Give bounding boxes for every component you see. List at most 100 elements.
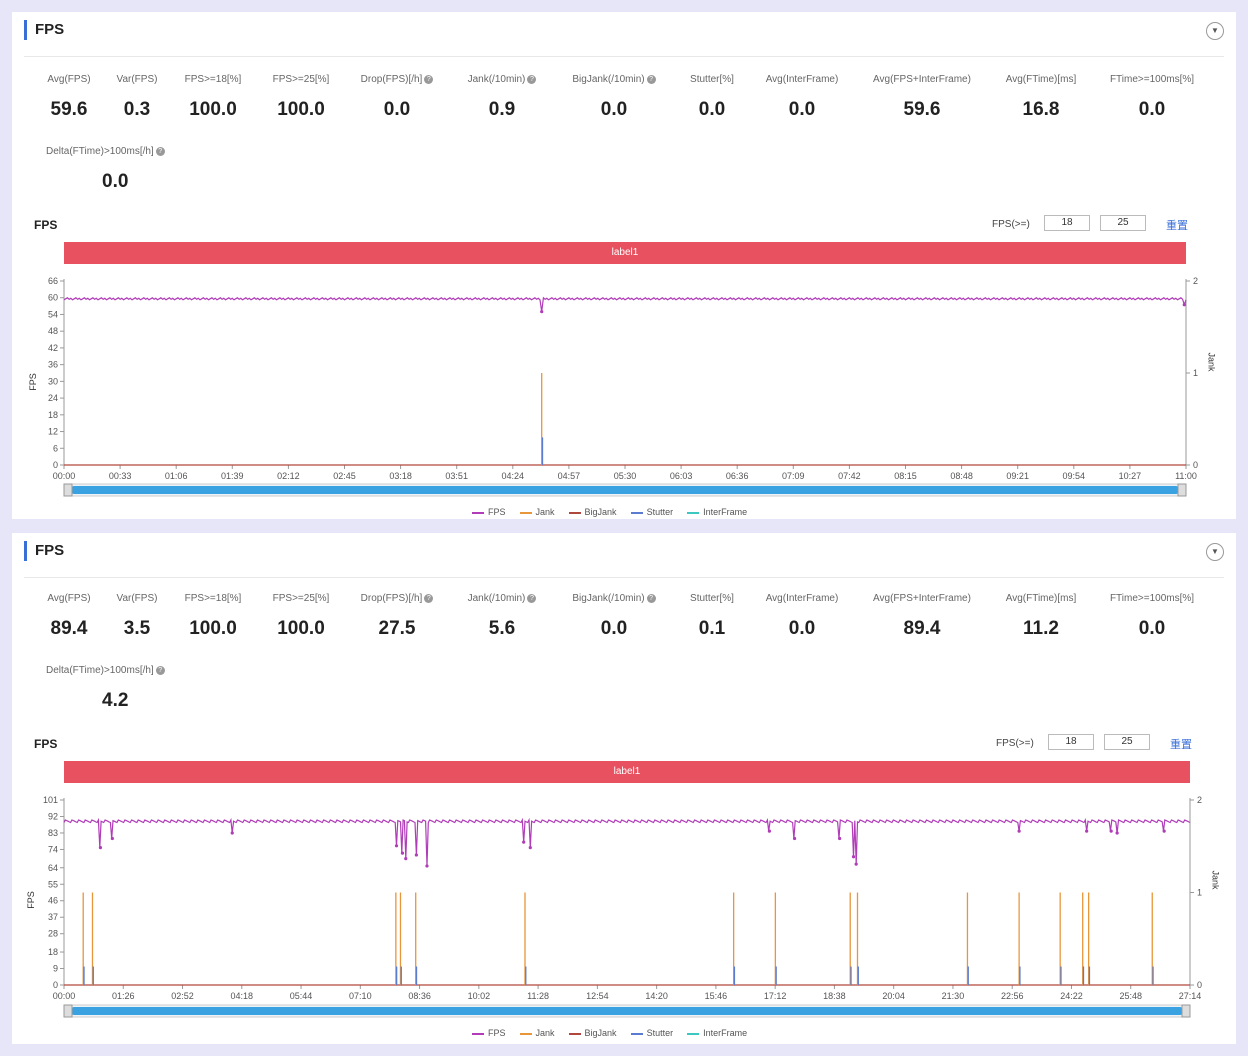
scroll-handle-right[interactable] xyxy=(1177,483,1187,497)
fps-dip-point xyxy=(425,864,429,868)
y-tick-label: 9 xyxy=(53,964,58,974)
metric-value: 100.0 xyxy=(277,99,325,120)
legend-item[interactable]: Stutter xyxy=(630,507,673,517)
legend-swatch xyxy=(568,511,581,514)
reset-button[interactable]: 重置 xyxy=(1166,220,1188,232)
x-tick-label: 02:45 xyxy=(333,471,356,481)
legend-item[interactable]: Jank xyxy=(519,1028,555,1038)
legend-item[interactable]: FPS xyxy=(472,507,506,517)
metric-value: 89.4 xyxy=(50,618,88,639)
metric-item: Avg(FTime)[ms] 11.2 xyxy=(981,593,1101,640)
help-icon[interactable]: ? xyxy=(424,74,434,84)
help-icon[interactable]: ? xyxy=(155,665,165,675)
y-tick-label: 83 xyxy=(48,828,58,838)
x-tick-label: 20:04 xyxy=(882,991,905,1001)
help-icon[interactable]: ? xyxy=(424,593,434,603)
x-tick-label: 00:00 xyxy=(53,471,76,481)
divider xyxy=(24,577,1224,578)
fps-threshold-input-2[interactable]: 25 xyxy=(1100,215,1146,231)
fps-dip-point xyxy=(540,310,544,314)
scrollbar-thumb[interactable] xyxy=(72,486,1178,494)
legend-item[interactable]: BigJank xyxy=(568,507,617,517)
metric-label: Jank(/10min)? xyxy=(442,593,562,604)
fps-threshold-input-1[interactable]: 18 xyxy=(1048,734,1094,750)
legend-label: Jank xyxy=(535,1028,555,1038)
legend-item[interactable]: BigJank xyxy=(568,1028,617,1038)
x-tick-label: 08:36 xyxy=(408,991,431,1001)
metric-label: Avg(FPS+InterFrame) xyxy=(862,593,982,604)
y-tick-label: 42 xyxy=(48,343,58,353)
x-tick-label: 09:21 xyxy=(1006,471,1029,481)
metric-label: Delta(FTime)>100ms[/h] xyxy=(46,146,154,157)
y-tick-label: 48 xyxy=(48,326,58,336)
metric-value: 59.6 xyxy=(903,99,941,120)
fps-dip-point xyxy=(1182,303,1186,307)
chevron-down-icon[interactable]: ▼ xyxy=(1206,22,1224,40)
help-icon[interactable]: ? xyxy=(527,593,537,603)
metric-label-text: FTime>=100ms[%] xyxy=(1109,593,1195,604)
x-tick-label: 04:57 xyxy=(558,471,581,481)
help-icon[interactable]: ? xyxy=(527,74,537,84)
legend-item[interactable]: Jank xyxy=(519,507,555,517)
metric-label-text: FPS>=25[%] xyxy=(272,593,330,604)
fps-panel: FPS ▼ Avg(FPS) 59.6 Var(FPS) 0.3 FPS>=18[%] 1… xyxy=(12,12,1236,519)
fps-panel: FPS ▼ Avg(FPS) 89.4 Var(FPS) 3.5 FPS>=18[%] 1… xyxy=(12,533,1236,1044)
metric-value: 0.9 xyxy=(488,99,516,120)
metric-label-text: FPS>=25[%] xyxy=(272,74,330,85)
metric-label: FPS>=25[%] xyxy=(241,74,361,85)
legend-item[interactable]: FPS xyxy=(472,1028,506,1038)
scroll-handle-left[interactable] xyxy=(63,1004,73,1018)
x-tick-label: 01:06 xyxy=(165,471,188,481)
x-tick-label: 00:33 xyxy=(109,471,132,481)
chevron-down-icon[interactable]: ▼ xyxy=(1206,543,1224,561)
help-icon[interactable]: ? xyxy=(646,74,656,84)
metric-label: Stutter[%] xyxy=(652,593,772,604)
metric-label-text: Avg(FTime)[ms] xyxy=(1005,74,1077,85)
fps-threshold-input-1[interactable]: 18 xyxy=(1044,215,1090,231)
fps-dip-point xyxy=(528,846,532,850)
legend-item[interactable]: InterFrame xyxy=(687,1028,747,1038)
metric-value: 0.1 xyxy=(698,618,726,639)
legend-item[interactable]: InterFrame xyxy=(687,507,747,517)
metric-value: 89.4 xyxy=(903,618,941,639)
metric-label-text: Avg(InterFrame) xyxy=(765,74,839,85)
fps-dip-point xyxy=(1115,831,1119,835)
x-tick-label: 12:54 xyxy=(586,991,609,1001)
metric-label: Avg(FPS) xyxy=(9,593,129,604)
metric-item: FPS>=18[%] 100.0 xyxy=(153,74,273,121)
metric-item: Drop(FPS)[/h]? 0.0 xyxy=(337,74,457,121)
metric-label-text: Var(FPS) xyxy=(116,74,158,85)
legend-label: FPS xyxy=(488,1028,506,1038)
metric-value: 0.0 xyxy=(698,99,726,120)
y-tick-label: 37 xyxy=(48,912,58,922)
reset-button[interactable]: 重置 xyxy=(1170,739,1192,751)
metric-label-text: Jank(/10min) xyxy=(467,593,526,604)
metric-item: Jank(/10min)? 0.9 xyxy=(442,74,562,121)
x-tick-label: 21:30 xyxy=(942,991,965,1001)
legend-item[interactable]: Stutter xyxy=(630,1028,673,1038)
metric-item: FPS>=25[%] 100.0 xyxy=(241,74,361,121)
metric-label: Avg(FPS) xyxy=(9,74,129,85)
help-icon[interactable]: ? xyxy=(155,146,165,156)
fps-dip-point xyxy=(522,840,526,844)
y-tick-label: 46 xyxy=(48,896,58,906)
help-icon[interactable]: ? xyxy=(646,593,656,603)
metric-label: Drop(FPS)[/h]? xyxy=(337,74,457,85)
y-tick-label: 30 xyxy=(48,376,58,386)
metric-value: 100.0 xyxy=(189,99,237,120)
fps-dip-point xyxy=(230,831,234,835)
x-tick-label: 08:15 xyxy=(894,471,917,481)
fps-dip-point xyxy=(1017,829,1021,833)
legend-swatch xyxy=(519,511,532,514)
legend-label: Jank xyxy=(535,507,555,517)
metric-label-text: FPS>=18[%] xyxy=(184,74,242,85)
scroll-handle-left[interactable] xyxy=(63,483,73,497)
metric-value: 0.0 xyxy=(600,618,628,639)
metric-label: FPS>=25[%] xyxy=(241,593,361,604)
x-tick-label: 04:24 xyxy=(502,471,525,481)
x-tick-label: 07:09 xyxy=(782,471,805,481)
scroll-handle-right[interactable] xyxy=(1181,1004,1191,1018)
metric-value: 59.6 xyxy=(50,99,88,120)
fps-threshold-input-2[interactable]: 25 xyxy=(1104,734,1150,750)
scrollbar-thumb[interactable] xyxy=(72,1007,1182,1015)
